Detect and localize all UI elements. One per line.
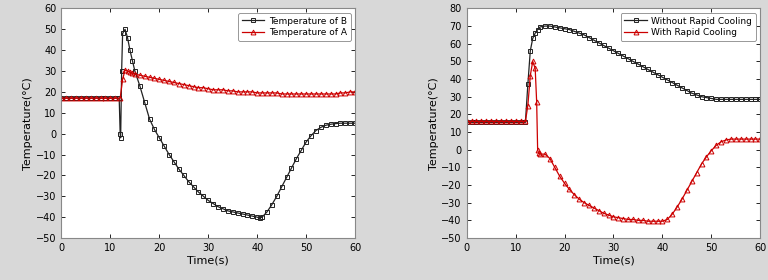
Without Rapid Cooling — [580, 33, 589, 37]
Without Rapid Cooling — [624, 57, 633, 60]
Without Rapid Cooling — [541, 24, 550, 28]
With Rapid Cooling — [584, 204, 594, 207]
Y-axis label: Temperature(°C): Temperature(°C) — [23, 77, 33, 170]
X-axis label: Time(s): Time(s) — [187, 256, 229, 266]
With Rapid Cooling — [487, 120, 496, 123]
Temperature of B — [292, 157, 301, 160]
Temperature of B — [253, 215, 262, 219]
Temperature of A — [96, 97, 105, 100]
Temperature of A — [248, 90, 257, 94]
Temperature of A — [121, 68, 130, 72]
Temperature of B — [321, 123, 330, 127]
Line: Without Rapid Cooling: Without Rapid Cooling — [464, 24, 763, 125]
Legend: Without Rapid Cooling, With Rapid Cooling: Without Rapid Cooling, With Rapid Coolin… — [621, 13, 756, 41]
Without Rapid Cooling — [604, 46, 613, 50]
With Rapid Cooling — [532, 100, 541, 104]
Temperature of A — [243, 90, 252, 94]
With Rapid Cooling — [643, 220, 652, 223]
Legend: Temperature of B, Temperature of A: Temperature of B, Temperature of A — [238, 13, 350, 41]
With Rapid Cooling — [756, 137, 765, 141]
With Rapid Cooling — [462, 120, 472, 123]
X-axis label: Time(s): Time(s) — [593, 256, 634, 266]
Temperature of B — [331, 122, 340, 125]
Without Rapid Cooling — [648, 70, 657, 74]
Line: Temperature of B: Temperature of B — [59, 27, 358, 221]
With Rapid Cooling — [697, 162, 707, 165]
Y-axis label: Temperature(°C): Temperature(°C) — [429, 77, 439, 170]
Without Rapid Cooling — [462, 121, 472, 124]
Temperature of A — [199, 86, 208, 89]
Temperature of B — [350, 122, 359, 125]
Temperature of A — [174, 82, 184, 85]
With Rapid Cooling — [528, 60, 538, 63]
Temperature of B — [267, 203, 276, 206]
Temperature of B — [255, 216, 264, 220]
Without Rapid Cooling — [756, 98, 765, 101]
Temperature of A — [350, 90, 359, 94]
Temperature of B — [57, 97, 66, 100]
Line: Temperature of A: Temperature of A — [59, 67, 358, 101]
Temperature of A — [57, 97, 66, 100]
Line: With Rapid Cooling: With Rapid Cooling — [464, 59, 763, 224]
Temperature of B — [326, 123, 335, 126]
Temperature of A — [218, 88, 227, 92]
With Rapid Cooling — [541, 152, 550, 156]
With Rapid Cooling — [580, 201, 589, 204]
Without Rapid Cooling — [502, 121, 511, 124]
Temperature of B — [121, 28, 130, 31]
Without Rapid Cooling — [653, 73, 662, 76]
